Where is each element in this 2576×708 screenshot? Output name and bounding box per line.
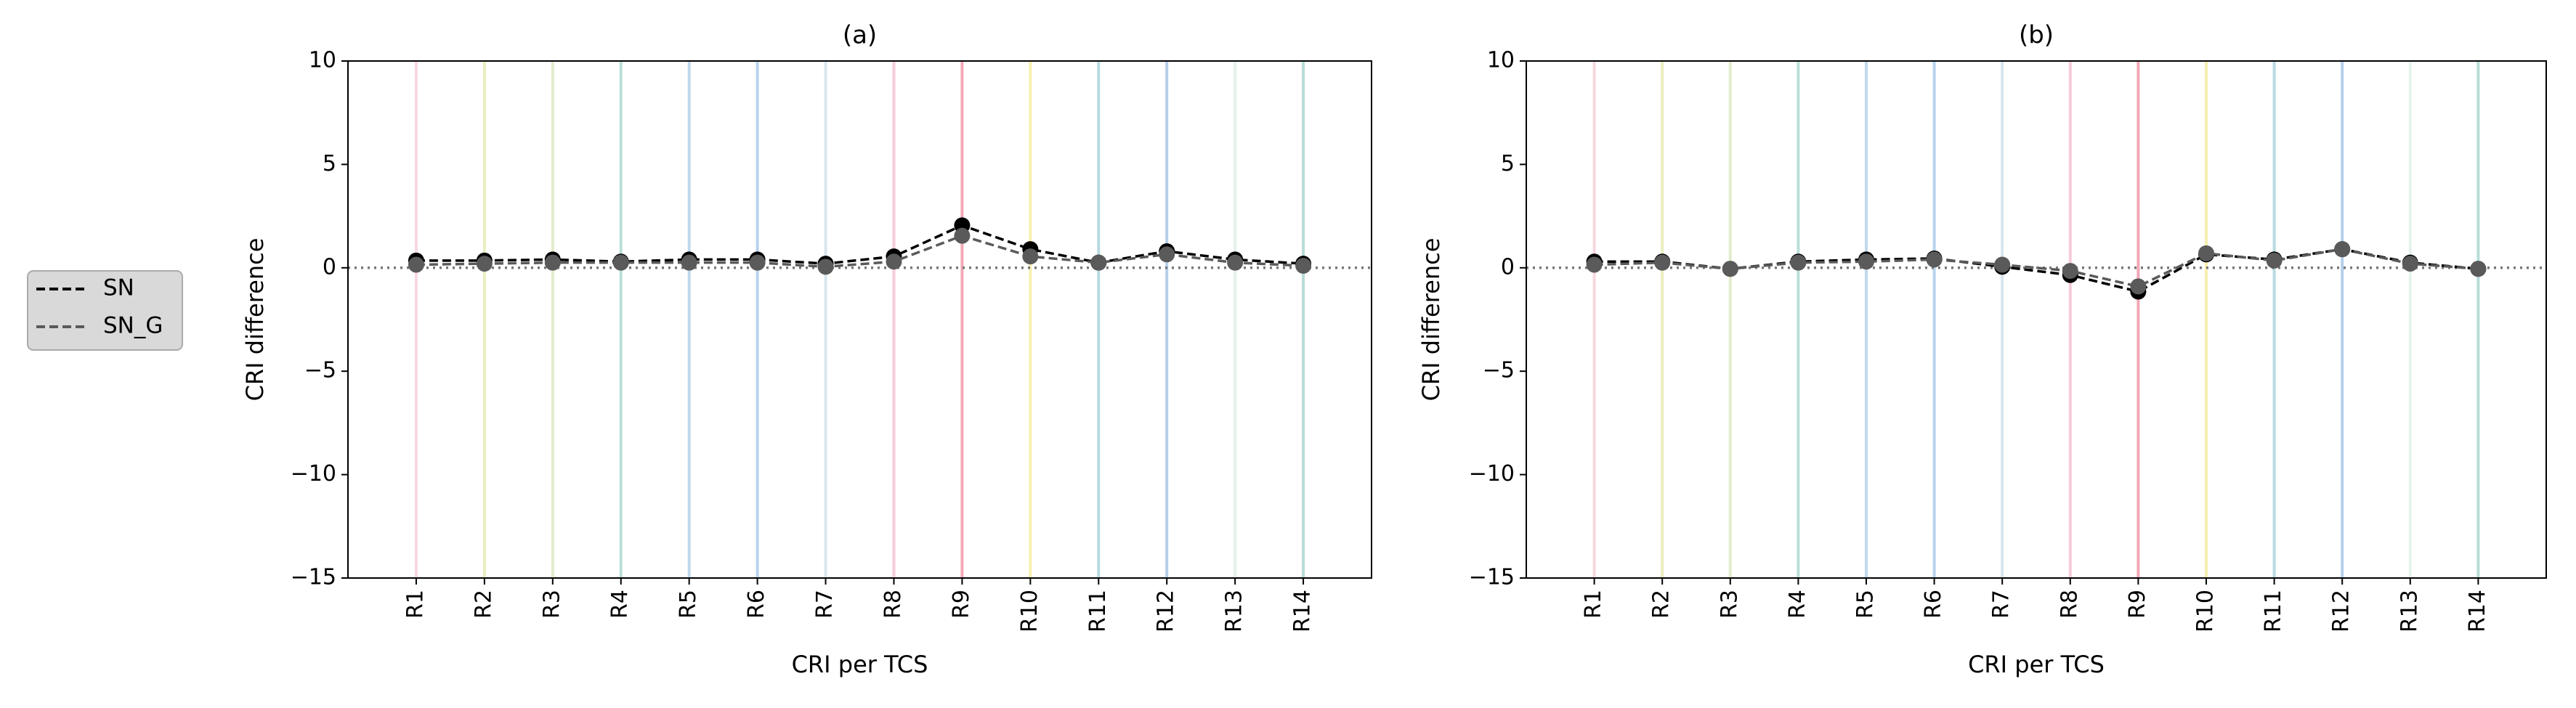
series-line [416, 224, 1304, 265]
y-tick-label: 0 [323, 254, 336, 280]
marker [1926, 251, 1943, 268]
marker [1295, 257, 1312, 274]
marker [2266, 252, 2283, 269]
marker [1022, 248, 1039, 265]
x-tick-label: R2 [471, 590, 496, 619]
x-axis-label: CRI per TCS [1968, 651, 2105, 678]
x-tick-label: R4 [1785, 590, 1810, 619]
marker [612, 254, 629, 271]
marker [1994, 256, 2011, 273]
y-tick-label: −5 [304, 358, 336, 383]
marker [1227, 254, 1244, 271]
marker [476, 256, 493, 272]
axes-frame [1526, 60, 2547, 579]
marker [1654, 254, 1671, 271]
legend-label: SN_G [103, 313, 163, 339]
marker [1159, 246, 1175, 263]
x-tick-label: R2 [1649, 590, 1674, 619]
x-tick-label: R10 [1017, 590, 1042, 632]
marker [1858, 253, 1874, 270]
y-tick-label: −10 [291, 461, 336, 487]
legend-box [27, 270, 183, 351]
x-tick-label: R8 [2057, 590, 2082, 619]
y-tick-label: −10 [1469, 461, 1515, 487]
marker [1790, 254, 1807, 271]
x-tick-label: R12 [1154, 590, 1179, 632]
y-tick-label: −15 [291, 565, 336, 590]
marker [2130, 278, 2147, 295]
x-tick-label: R3 [539, 590, 564, 619]
marker [954, 227, 971, 244]
x-tick-label: R9 [2125, 590, 2150, 619]
x-tick-label: R13 [1222, 590, 1247, 632]
series-line [1594, 248, 2479, 288]
x-tick-label: R14 [1290, 590, 1316, 632]
x-tick-label: R12 [2329, 590, 2354, 632]
marker [817, 259, 834, 275]
x-tick-label: R9 [949, 590, 974, 619]
y-tick-label: 5 [323, 151, 336, 176]
marker [2334, 241, 2351, 258]
y-axis-label: CRI difference [241, 238, 269, 402]
x-tick-label: R11 [2261, 590, 2286, 632]
x-tick-label: R4 [607, 590, 633, 619]
marker [544, 254, 561, 271]
x-tick-label: R3 [1717, 590, 1742, 619]
marker [2470, 261, 2487, 277]
marker [2062, 263, 2078, 280]
x-axis-label: CRI per TCS [792, 651, 928, 678]
x-tick-label: R1 [402, 590, 428, 619]
y-tick-label: −5 [1483, 358, 1515, 383]
marker [408, 256, 424, 273]
x-tick-label: R5 [1853, 590, 1879, 619]
x-tick-label: R14 [2465, 590, 2490, 632]
x-tick-label: R7 [812, 590, 838, 619]
axes-frame [347, 60, 1372, 579]
series-line [416, 234, 1304, 269]
x-tick-label: R5 [676, 590, 701, 619]
panel-title: (b) [2019, 21, 2054, 50]
x-tick-label: R11 [1085, 590, 1111, 632]
marker [886, 253, 902, 270]
marker [1090, 254, 1107, 271]
marker [749, 254, 766, 271]
x-tick-label: R7 [1989, 590, 2014, 619]
marker [1722, 261, 1738, 277]
marker [2402, 256, 2418, 272]
y-tick-label: 10 [1487, 48, 1515, 73]
panel-title: (a) [843, 21, 877, 50]
y-tick-label: 0 [1501, 254, 1515, 280]
y-axis-label: CRI difference [1417, 238, 1445, 402]
x-tick-label: R13 [2397, 590, 2422, 632]
x-tick-label: R1 [1581, 590, 1606, 619]
y-tick-label: 5 [1501, 151, 1515, 176]
x-tick-label: R8 [880, 590, 906, 619]
x-tick-label: R6 [1921, 590, 1946, 619]
marker [2198, 245, 2214, 261]
x-tick-label: R10 [2193, 590, 2219, 632]
y-tick-label: −15 [1469, 565, 1515, 590]
y-tick-label: 10 [309, 48, 336, 73]
marker [681, 254, 697, 271]
x-tick-label: R6 [744, 590, 769, 619]
marker [1586, 256, 1603, 273]
legend-label: SN [103, 275, 134, 301]
